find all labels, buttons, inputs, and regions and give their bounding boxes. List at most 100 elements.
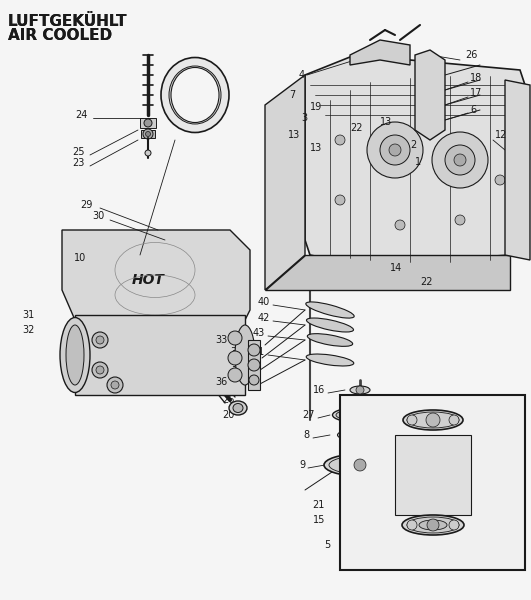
Text: 18: 18	[470, 73, 482, 83]
Circle shape	[248, 359, 260, 371]
Ellipse shape	[66, 325, 84, 385]
Ellipse shape	[324, 454, 396, 476]
Ellipse shape	[235, 325, 255, 385]
Ellipse shape	[329, 456, 391, 474]
Text: 43: 43	[253, 328, 265, 338]
Circle shape	[395, 220, 405, 230]
Text: 26: 26	[222, 395, 234, 405]
Circle shape	[449, 520, 459, 530]
Text: AIR COOLED: AIR COOLED	[8, 28, 112, 43]
Text: 2: 2	[410, 140, 416, 150]
Text: 17: 17	[470, 88, 482, 98]
Text: 13: 13	[380, 117, 392, 127]
Ellipse shape	[307, 334, 353, 346]
Text: AIR COOLED: AIR COOLED	[8, 28, 112, 43]
Circle shape	[389, 144, 401, 156]
Ellipse shape	[355, 518, 365, 522]
Text: 4: 4	[299, 70, 305, 80]
Circle shape	[407, 520, 417, 530]
Text: 22: 22	[350, 123, 363, 133]
Text: 13: 13	[288, 130, 300, 140]
Ellipse shape	[306, 318, 354, 332]
Text: 1: 1	[415, 157, 421, 167]
Ellipse shape	[229, 401, 247, 415]
Text: 21: 21	[313, 500, 325, 510]
Text: 42: 42	[258, 313, 270, 323]
Ellipse shape	[403, 410, 463, 430]
Circle shape	[248, 344, 260, 356]
Text: HOT: HOT	[132, 273, 165, 287]
Ellipse shape	[407, 412, 459, 428]
Ellipse shape	[169, 66, 221, 124]
Text: 12: 12	[495, 130, 508, 140]
Circle shape	[454, 154, 466, 166]
Circle shape	[107, 377, 123, 393]
Circle shape	[111, 381, 119, 389]
Bar	[395, 435, 471, 515]
Circle shape	[380, 135, 410, 165]
Text: 3: 3	[301, 113, 307, 123]
Text: 26: 26	[465, 50, 477, 60]
Text: 29: 29	[80, 200, 92, 210]
Ellipse shape	[354, 533, 366, 538]
Text: 34: 34	[230, 347, 242, 357]
Circle shape	[145, 131, 150, 136]
Circle shape	[92, 362, 108, 378]
Ellipse shape	[161, 58, 229, 133]
Polygon shape	[265, 255, 510, 290]
Circle shape	[445, 145, 475, 175]
Circle shape	[432, 132, 488, 188]
Text: 25: 25	[72, 147, 84, 157]
Circle shape	[355, 430, 365, 440]
Polygon shape	[415, 50, 445, 140]
Text: LUFTGEKÜHLT: LUFTGEKÜHLT	[8, 14, 127, 29]
Ellipse shape	[345, 460, 375, 470]
Text: 19: 19	[310, 102, 322, 112]
Ellipse shape	[60, 317, 90, 392]
Circle shape	[495, 175, 505, 185]
Text: 23: 23	[72, 158, 84, 168]
Text: 38: 38	[500, 425, 512, 435]
Ellipse shape	[306, 302, 354, 318]
Text: 20: 20	[222, 410, 234, 420]
Polygon shape	[350, 40, 410, 65]
Ellipse shape	[233, 403, 243, 413]
Text: 9: 9	[460, 435, 466, 445]
Ellipse shape	[402, 515, 464, 535]
Circle shape	[407, 415, 417, 425]
Text: 16: 16	[313, 385, 325, 395]
Circle shape	[455, 215, 465, 225]
Text: 35: 35	[230, 363, 242, 373]
Text: 38: 38	[350, 522, 362, 532]
Circle shape	[228, 368, 242, 382]
Ellipse shape	[350, 517, 370, 523]
Circle shape	[427, 519, 439, 531]
Ellipse shape	[332, 407, 388, 422]
Polygon shape	[505, 80, 530, 260]
Circle shape	[96, 366, 104, 374]
Ellipse shape	[338, 429, 382, 441]
Text: 22: 22	[420, 277, 433, 287]
Text: 24: 24	[75, 110, 88, 120]
Text: 15: 15	[313, 515, 325, 525]
Bar	[140, 118, 156, 128]
Ellipse shape	[306, 354, 354, 366]
Circle shape	[449, 415, 459, 425]
Bar	[141, 130, 155, 138]
Circle shape	[249, 375, 259, 385]
Text: 5: 5	[324, 540, 330, 550]
Bar	[340, 395, 525, 570]
Bar	[75, 315, 245, 395]
Circle shape	[356, 386, 364, 394]
Ellipse shape	[419, 520, 447, 530]
Circle shape	[143, 129, 153, 139]
Circle shape	[426, 413, 440, 427]
Text: 8: 8	[304, 430, 310, 440]
Circle shape	[145, 150, 151, 156]
Text: 6: 6	[470, 105, 476, 115]
Text: 33: 33	[215, 335, 227, 345]
Text: 10: 10	[74, 253, 86, 263]
Circle shape	[92, 332, 108, 348]
Circle shape	[354, 409, 366, 421]
Text: 38: 38	[350, 413, 362, 423]
